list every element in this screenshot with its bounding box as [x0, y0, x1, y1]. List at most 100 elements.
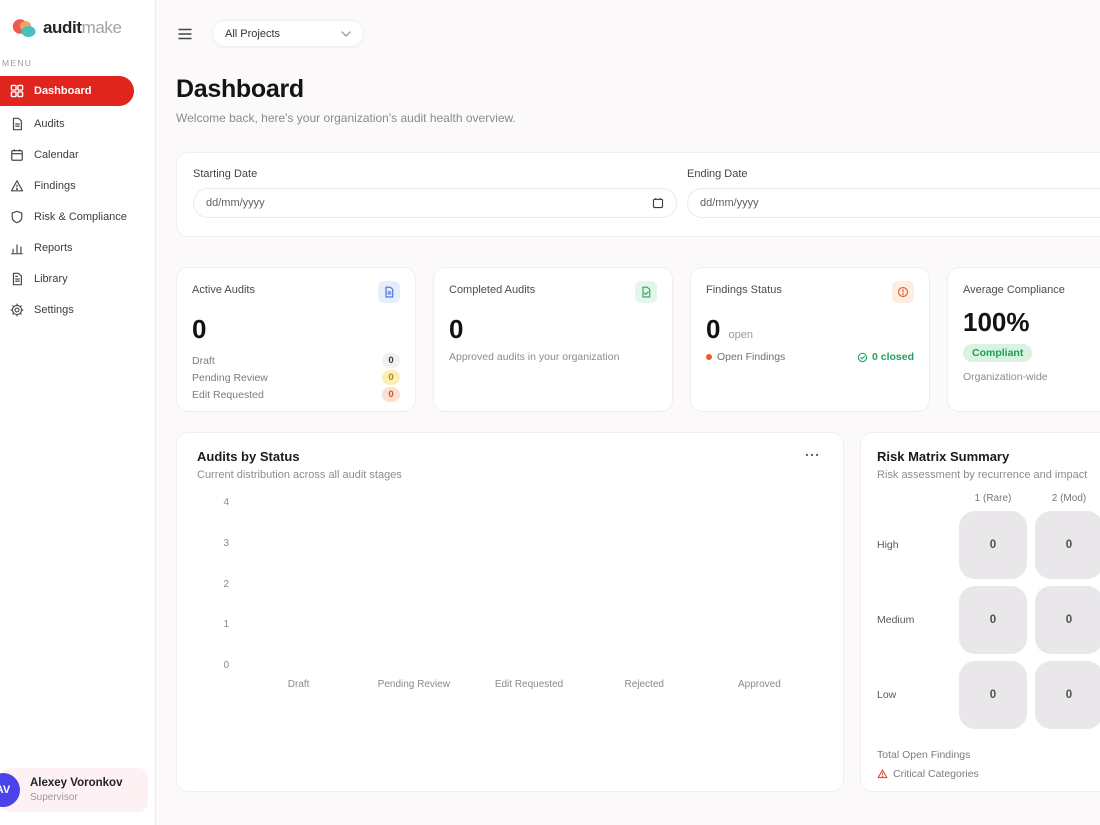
brand-name-bold: audit: [43, 18, 82, 37]
completed-audits-value: 0: [449, 314, 464, 344]
active-audits-card: Active Audits 0 Draft 0 Pending Review 0…: [176, 267, 416, 412]
starting-date-label: Starting Date: [193, 168, 258, 180]
dashboard-grid-icon: [10, 84, 24, 98]
risk-col-header: 2 (Mod): [1051, 493, 1087, 504]
sidebar-item-label: Risk & Compliance: [34, 210, 127, 223]
risk-cell-high-1: 0: [959, 511, 1027, 579]
breakdown-row-pending: Pending Review 0: [192, 369, 400, 386]
file-icon: [378, 281, 400, 303]
sidebar-item-calendar[interactable]: Calendar: [0, 139, 155, 170]
y-tick: 4: [223, 497, 229, 508]
risk-row-label-low: Low: [877, 689, 897, 701]
risk-cell-high-2: 0: [1035, 511, 1100, 579]
x-category-label: Pending Review: [377, 679, 450, 690]
risk-matrix-title: Risk Matrix Summary: [877, 449, 1010, 464]
x-category-label: Approved: [738, 679, 781, 690]
brand-logo: auditmake: [0, 0, 155, 38]
starting-date-input[interactable]: [206, 197, 652, 209]
project-filter-select[interactable]: All Projects: [212, 20, 364, 47]
completed-audits-caption: Approved audits in your organization: [449, 351, 620, 363]
bar-chart-icon: [11, 243, 23, 254]
sidebar-item-library[interactable]: Library: [0, 263, 155, 294]
critical-categories-label: Critical Categories: [893, 768, 979, 780]
hamburger-icon[interactable]: [176, 26, 194, 42]
sidebar-item-label: Reports: [34, 241, 73, 254]
sidebar-item-label: Settings: [34, 303, 74, 316]
ending-date-input[interactable]: [700, 197, 1100, 209]
y-tick: 2: [223, 578, 229, 590]
chart-title: Audits by Status: [197, 449, 300, 464]
user-name: Alexey Voronkov: [30, 777, 123, 789]
closed-findings-wrap: 0 closed: [857, 351, 914, 363]
user-role: Supervisor: [30, 792, 78, 803]
chevron-down-icon: [341, 30, 351, 37]
calendar-picker-icon[interactable]: [652, 197, 664, 209]
book-icon: [12, 272, 22, 285]
file-check-icon: [635, 281, 657, 303]
avatar: AV: [0, 773, 20, 807]
card-title: Active Audits: [192, 284, 255, 296]
open-findings-label-wrap: Open Findings: [706, 351, 785, 363]
average-compliance-card: Average Compliance 100% Compliant Organi…: [947, 267, 1100, 412]
sidebar-item-label: Findings: [34, 179, 76, 192]
chart-subtitle: Current distribution across all audit st…: [197, 469, 402, 481]
card-title: Completed Audits: [449, 284, 536, 296]
bottom-row: Audits by Status Current distribution ac…: [176, 432, 1100, 792]
total-open-findings-label: Total Open Findings: [877, 749, 971, 761]
more-options-icon[interactable]: [801, 449, 823, 461]
sidebar-item-dashboard[interactable]: Dashboard: [0, 76, 134, 106]
ending-date-input-wrap: [687, 188, 1100, 218]
findings-status-card: Findings Status 0 open Open Findings 0 c…: [690, 267, 930, 412]
risk-matrix-footer: Total Open Findings Critical Categories: [877, 749, 1100, 780]
audits-by-status-card: Audits by Status Current distribution ac…: [176, 432, 844, 792]
sidebar-item-risk-compliance[interactable]: Risk & Compliance: [0, 201, 155, 232]
starting-date-input-wrap: [193, 188, 677, 218]
main-content: All Projects Dashboard Welcome back, her…: [156, 0, 1100, 792]
bar-chart-plot: 4 3 2 1 0 Draft Pending Review Edit Requ…: [197, 497, 823, 737]
breakdown-label: Edit Requested: [192, 388, 264, 401]
closed-findings-label: 0 closed: [871, 351, 914, 363]
average-compliance-value: 100%: [963, 307, 1030, 337]
risk-row-label-high: High: [877, 539, 899, 551]
warning-triangle-icon: [10, 179, 24, 191]
average-compliance-caption: Organization-wide: [963, 371, 1048, 383]
brand-name-light: make: [81, 18, 122, 37]
ending-date-field-group: Ending Date: [687, 168, 1100, 218]
x-category-label: Rejected: [624, 679, 664, 690]
risk-matrix-card: Risk Matrix Summary Risk assessment by r…: [860, 432, 1100, 792]
document-icon: [12, 117, 22, 130]
risk-cell-medium-1: 0: [959, 586, 1027, 654]
auditmake-logo-icon: [12, 19, 36, 37]
sidebar: auditmake MENU Dashboard Audits Calendar…: [0, 0, 156, 825]
findings-open-value: 0: [706, 314, 721, 344]
sidebar-item-label: Library: [34, 272, 68, 285]
starting-date-field-group: Starting Date: [193, 168, 677, 218]
draft-count-badge: 0: [382, 353, 400, 368]
sidebar-item-label: Audits: [34, 117, 65, 130]
user-profile[interactable]: AV Alexey Voronkov Supervisor: [0, 768, 148, 812]
risk-cell-low-1: 0: [959, 661, 1027, 729]
x-axis-labels: Draft Pending Review Edit Requested Reje…: [241, 679, 817, 690]
gear-icon: [10, 302, 24, 317]
y-axis-ticks: 4 3 2 1 0: [207, 497, 229, 671]
date-filter-card: Starting Date Ending Date: [176, 152, 1100, 237]
sidebar-item-findings[interactable]: Findings: [0, 170, 155, 201]
sidebar-item-audits[interactable]: Audits: [0, 108, 155, 139]
y-tick: 0: [223, 660, 229, 671]
edit-requested-count-badge: 0: [382, 387, 400, 402]
compliant-badge: Compliant: [963, 344, 1033, 362]
sidebar-item-settings[interactable]: Settings: [0, 294, 155, 325]
calendar-icon: [11, 148, 23, 161]
risk-matrix-subtitle: Risk assessment by recurrence and impact: [877, 469, 1088, 481]
sidebar-item-label: Dashboard: [34, 85, 92, 97]
open-findings-dot-icon: [706, 354, 712, 360]
menu-section-label: MENU: [2, 58, 33, 68]
risk-matrix-grid: 1 (Rare) 2 (Mod) High 0 0 Medium 0 0 Low…: [877, 493, 1100, 729]
card-title: Average Compliance: [963, 284, 1065, 296]
card-title: Findings Status: [706, 284, 782, 296]
x-category-label: Draft: [287, 679, 310, 690]
risk-cell-low-2: 0: [1035, 661, 1100, 729]
sidebar-nav: Dashboard Audits Calendar Findings Risk …: [0, 76, 155, 325]
sidebar-item-reports[interactable]: Reports: [0, 232, 155, 263]
breakdown-label: Pending Review: [192, 371, 268, 384]
